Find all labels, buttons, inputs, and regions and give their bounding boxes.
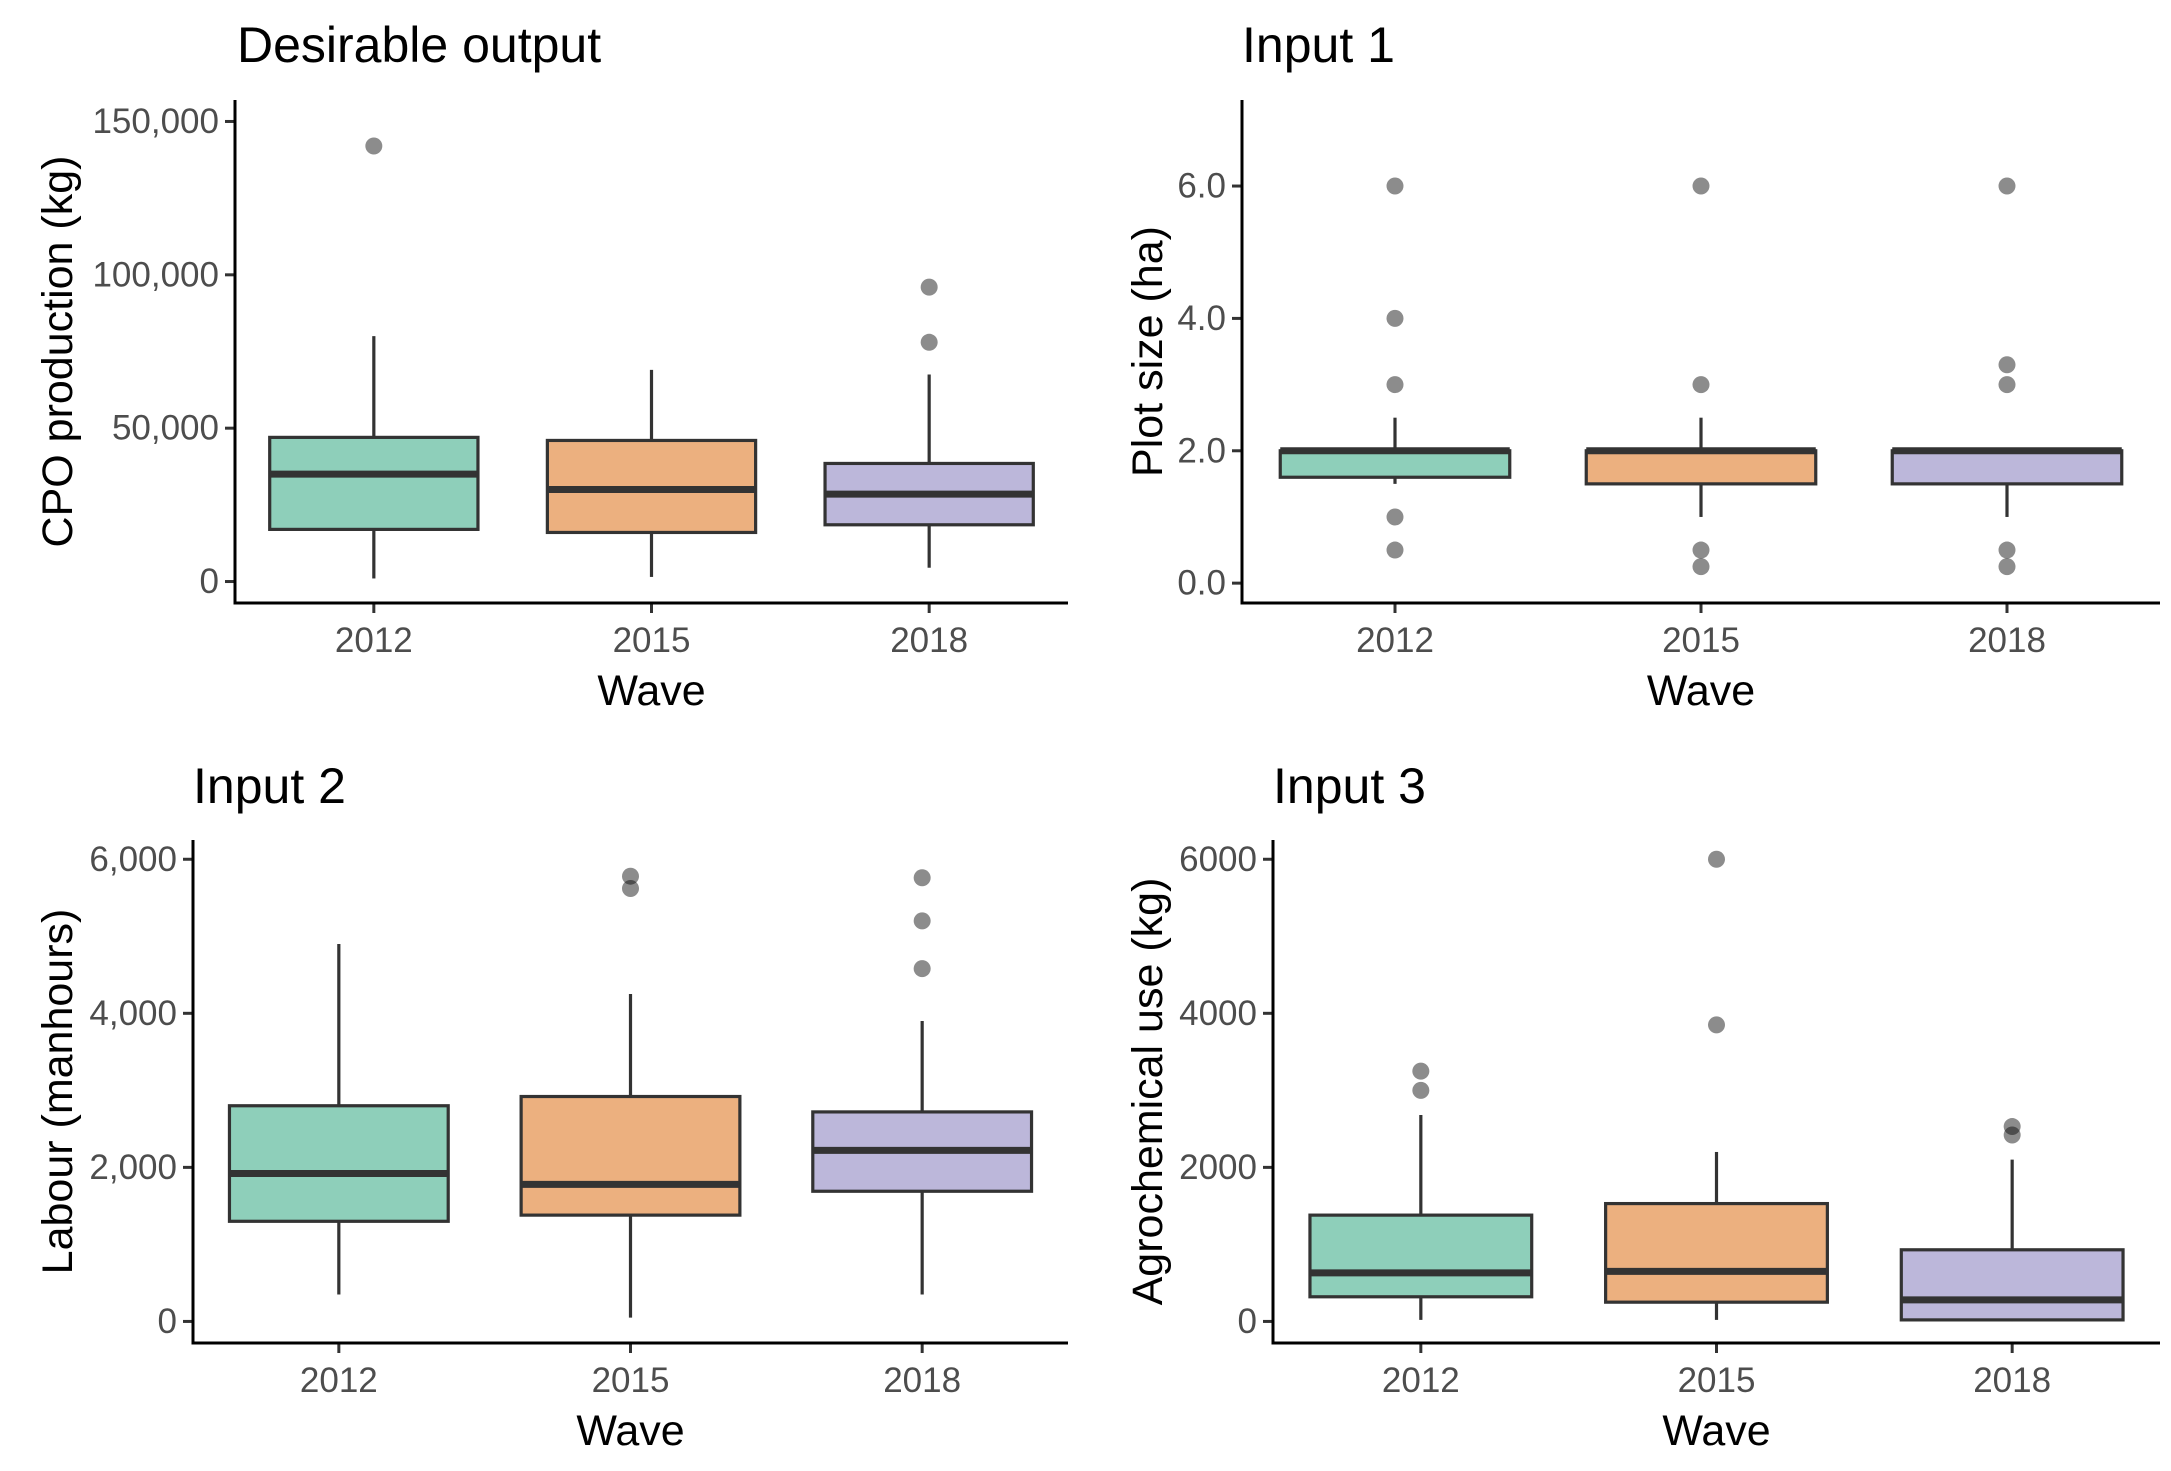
box-2018 xyxy=(811,869,1034,1295)
panel-3: Input 2 Labour (manhours) Wave 0 2,000 4,000 6… xyxy=(34,758,1068,1455)
box-2012 xyxy=(227,943,450,1295)
x-tick-label: 2015 xyxy=(1678,1361,1756,1400)
panel-2: Input 1 Plot size (ha) Wave 0.0 2.0 4.0 6.0 201… xyxy=(1124,17,2160,715)
y-tick-label: 6000 xyxy=(1179,840,1257,879)
x-tick-label: 2012 xyxy=(335,621,413,660)
y-tick-label: 4,000 xyxy=(89,994,177,1033)
panel-title: Input 3 xyxy=(1273,758,1426,814)
outlier-point xyxy=(1998,177,2016,195)
outlier-point xyxy=(1386,177,1404,195)
panel-title: Input 1 xyxy=(1242,17,1395,73)
box-body xyxy=(227,1104,450,1223)
outlier-point xyxy=(1692,376,1710,394)
box-body xyxy=(1604,1201,1829,1304)
outlier-point xyxy=(1998,376,2016,394)
box-2012 xyxy=(268,137,480,579)
box-2018 xyxy=(1899,1118,2125,1322)
box-body xyxy=(268,435,480,531)
y-tick-label: 2,000 xyxy=(89,1148,177,1187)
x-tick-label: 2018 xyxy=(1968,621,2046,660)
box-2012 xyxy=(1308,1062,1534,1320)
outlier-point xyxy=(1412,1062,1430,1080)
y-axis-title: Agrochemical use (kg) xyxy=(1124,878,1172,1306)
y-tick-label: 6.0 xyxy=(1177,167,1226,206)
y-tick-label: 4.0 xyxy=(1177,299,1226,338)
outlier-point xyxy=(913,912,931,930)
x-axis-title: Wave xyxy=(1662,1407,1770,1455)
outlier-point xyxy=(1998,558,2016,576)
axis-lines xyxy=(191,840,1068,1345)
box-2018 xyxy=(823,278,1035,568)
panel-1: Desirable output CPO production (kg) Wave 0… xyxy=(34,17,1068,715)
outlier-point xyxy=(1386,309,1404,327)
outlier-point xyxy=(913,960,931,978)
outlier-point xyxy=(920,278,938,296)
box-body xyxy=(1899,1248,2125,1322)
axis-lines xyxy=(1240,100,2160,605)
outlier-point xyxy=(1386,508,1404,526)
x-tick-label: 2018 xyxy=(890,621,968,660)
panel-title: Desirable output xyxy=(237,17,601,73)
y-tick-label: 2000 xyxy=(1179,1148,1257,1187)
y-tick-label: 0.0 xyxy=(1177,564,1226,603)
outlier-point xyxy=(365,137,383,155)
x-tick-label: 2012 xyxy=(1382,1361,1460,1400)
panel-4: Input 3 Agrochemical use (kg) Wave 0 2000 400… xyxy=(1124,758,2160,1455)
outlier-point xyxy=(2003,1126,2021,1144)
y-tick-label: 4000 xyxy=(1179,994,1257,1033)
outlier-point xyxy=(1412,1081,1430,1099)
box-2018 xyxy=(1890,177,2124,576)
box-body xyxy=(1308,1213,1534,1299)
outlier-point xyxy=(913,869,931,887)
y-tick-label: 0 xyxy=(1238,1302,1257,1341)
x-tick-label: 2015 xyxy=(592,1361,670,1400)
x-axis-title: Wave xyxy=(576,1407,684,1455)
panel-title: Input 2 xyxy=(193,758,346,814)
y-tick-label: 0 xyxy=(158,1302,177,1341)
box-body xyxy=(519,1094,742,1217)
outlier-point xyxy=(1998,541,2016,559)
box-body xyxy=(1278,449,1512,479)
y-tick-label: 150,000 xyxy=(92,102,219,141)
box-2015 xyxy=(1584,177,1818,576)
y-tick-label: 100,000 xyxy=(92,255,219,294)
y-axis-title: Labour (manhours) xyxy=(34,909,82,1275)
x-tick-label: 2015 xyxy=(613,621,691,660)
outlier-point xyxy=(1692,558,1710,576)
y-tick-label: 2.0 xyxy=(1177,431,1226,470)
outlier-point xyxy=(2003,1118,2021,1136)
x-tick-label: 2015 xyxy=(1662,621,1740,660)
outlier-point xyxy=(1692,541,1710,559)
outlier-point xyxy=(1998,356,2016,374)
outlier-point xyxy=(1386,376,1404,394)
outlier-point xyxy=(1386,541,1404,559)
x-axis-title: Wave xyxy=(597,667,705,715)
box-2015 xyxy=(1604,850,1829,1320)
y-tick-label: 50,000 xyxy=(112,409,219,448)
x-axis-title: Wave xyxy=(1647,667,1755,715)
outlier-point xyxy=(920,333,938,351)
axis-lines xyxy=(233,100,1068,605)
box-body xyxy=(1890,449,2124,486)
box-2012 xyxy=(1278,177,1512,559)
y-tick-label: 0 xyxy=(200,562,219,601)
outlier-point xyxy=(622,880,639,898)
box-2015 xyxy=(519,867,742,1318)
box-body xyxy=(1584,449,1818,486)
y-tick-label: 6,000 xyxy=(89,840,177,879)
y-axis-title: CPO production (kg) xyxy=(34,156,82,548)
axis-lines xyxy=(1271,840,2160,1345)
outlier-point xyxy=(1708,1016,1725,1034)
x-tick-label: 2018 xyxy=(1973,1361,2051,1400)
box-2015 xyxy=(545,369,758,577)
outlier-point xyxy=(1692,177,1710,195)
x-tick-label: 2018 xyxy=(883,1361,961,1400)
outlier-point xyxy=(622,867,639,885)
outlier-point xyxy=(1708,850,1725,868)
y-axis-title: Plot size (ha) xyxy=(1124,226,1172,477)
x-tick-label: 2012 xyxy=(1356,621,1434,660)
x-tick-label: 2012 xyxy=(300,1361,378,1400)
